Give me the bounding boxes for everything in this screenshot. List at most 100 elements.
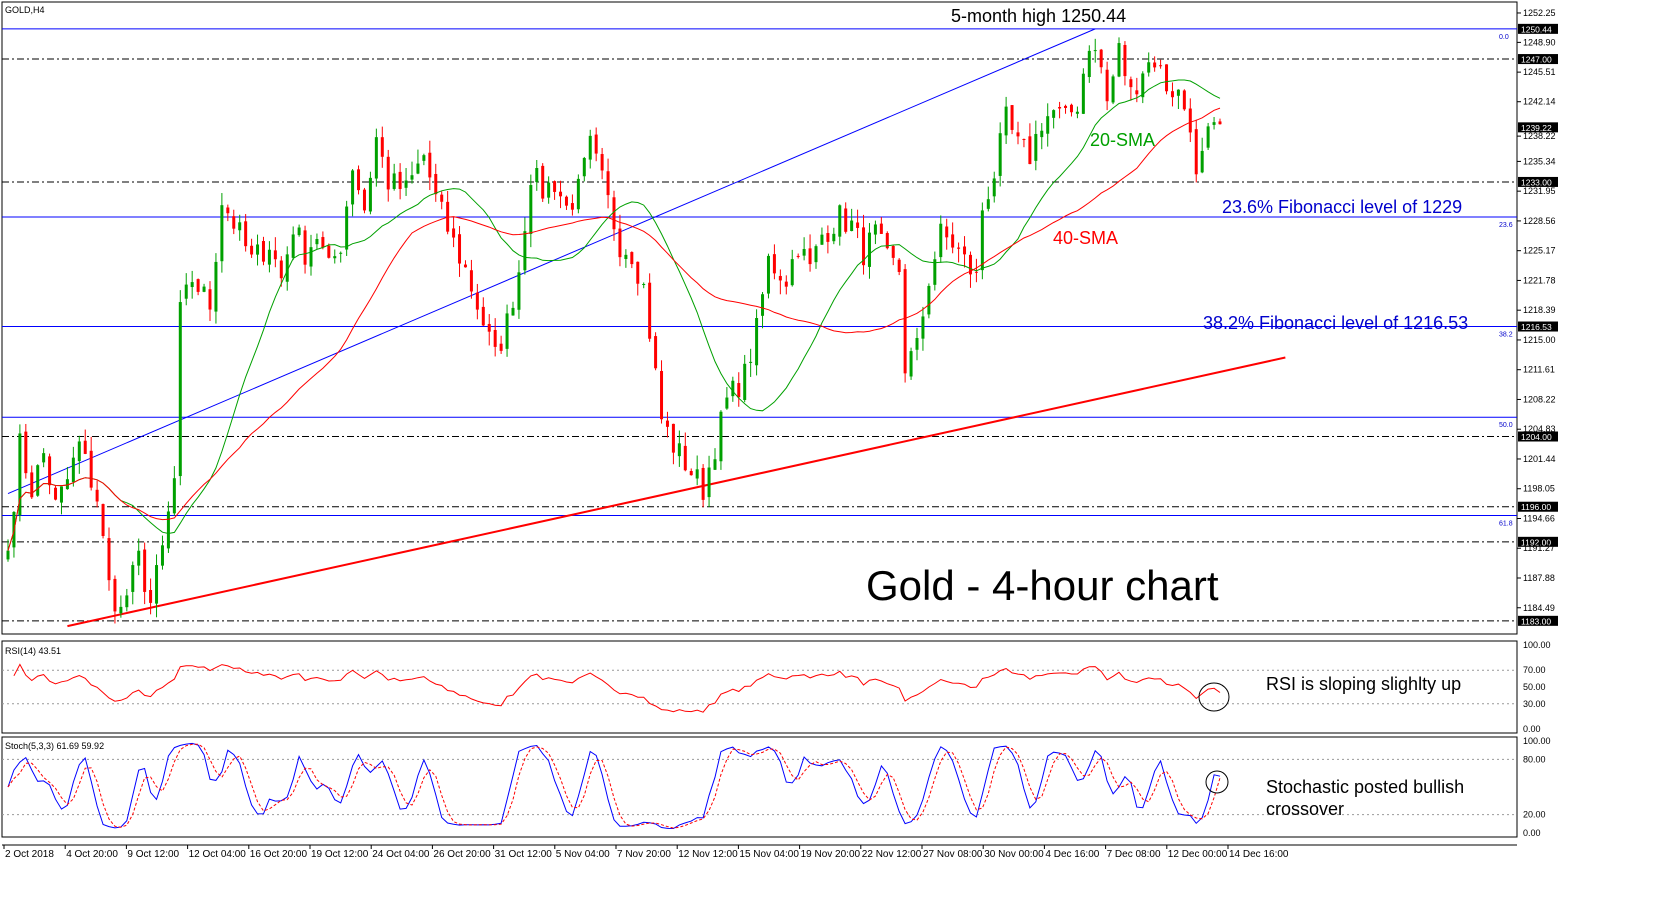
current-price-tag (1518, 122, 1558, 133)
candle-body (1141, 73, 1145, 98)
annotation-fib236: 23.6% Fibonacci level of 1229 (1222, 197, 1462, 217)
candle-body (220, 205, 224, 262)
candle-body (1200, 150, 1204, 173)
candle-body (689, 470, 693, 476)
rsi-panel-label: RSI(14) 43.51 (5, 646, 61, 656)
y-tick-label: 1252.25 (1523, 8, 1556, 18)
annotation-high: 5-month high 1250.44 (951, 6, 1126, 26)
candle-body (957, 247, 961, 249)
candle-body (208, 289, 212, 310)
candle-body (345, 206, 349, 250)
candle-body (1016, 132, 1020, 137)
rsi-highlight-circle (1198, 682, 1230, 712)
candle-body (535, 168, 539, 183)
candle-body (731, 380, 735, 397)
candle-body (386, 156, 390, 190)
rsi-tick-label: 100.00 (1523, 640, 1551, 650)
candle-body (297, 227, 301, 236)
red-support-trend-line (67, 356, 1286, 628)
candle-body (499, 343, 503, 351)
candle-body (665, 420, 669, 427)
candle-body (755, 318, 759, 366)
candles (6, 37, 1222, 624)
candle-body (933, 259, 937, 285)
annotation-fib382: 38.2% Fibonacci level of 1216.53 (1203, 313, 1468, 333)
candle-body (677, 443, 681, 457)
candle-body (1087, 50, 1091, 78)
x-tick-label: 19 Oct 12:00 (311, 849, 369, 860)
candle-body (291, 234, 295, 258)
candle-body (921, 316, 925, 339)
level-price-tag (1518, 536, 1558, 547)
candle-body (475, 292, 479, 310)
candle-body (1052, 110, 1056, 118)
candle-body (422, 155, 426, 161)
candle-body (1105, 69, 1109, 102)
candle-body (172, 478, 176, 514)
candle-body (856, 222, 860, 228)
candle-body (321, 237, 325, 248)
candle-body (968, 254, 972, 275)
candle-body (594, 134, 598, 154)
candle-body (238, 222, 242, 231)
y-tick-label: 1215.00 (1523, 335, 1556, 345)
x-tick-label: 15 Nov 04:00 (739, 849, 799, 860)
candle-body (244, 221, 248, 247)
candle-body (6, 550, 10, 560)
candle-body (1123, 44, 1127, 77)
level-price-tag (1518, 615, 1558, 626)
stoch-tick-label: 100.00 (1523, 736, 1551, 746)
candle-body (143, 549, 147, 592)
candle-body (541, 165, 545, 199)
candle-body (998, 133, 1002, 176)
x-tick-label: 12 Oct 04:00 (189, 849, 247, 860)
candle-body (487, 323, 491, 332)
candle-body (452, 228, 456, 238)
candle-body (1117, 43, 1121, 77)
candle-body (671, 423, 675, 453)
level-price-tag (1518, 431, 1558, 442)
candle-body (559, 191, 563, 197)
candle-body (481, 306, 485, 326)
candle-body (974, 271, 978, 273)
candle-body (77, 441, 81, 462)
candle-body (588, 135, 592, 160)
candle-body (1081, 73, 1085, 114)
annotation-stoch-2: crossover (1266, 799, 1344, 819)
annotation-stoch-1: Stochastic posted bullish (1266, 777, 1464, 797)
candle-body (42, 453, 46, 463)
annotation-rsi: RSI is sloping slighlty up (1266, 674, 1461, 694)
candle-body (24, 431, 28, 474)
x-tick-label: 16 Oct 20:00 (250, 849, 308, 860)
level-price-label: 1233.00 (1521, 177, 1552, 187)
x-tick-label: 12 Dec 00:00 (1168, 849, 1228, 860)
y-tick-label: 1198.05 (1523, 484, 1555, 494)
y-tick-label: 1194.66 (1523, 513, 1555, 523)
candle-body (273, 250, 277, 260)
candle-body (992, 178, 996, 197)
level-price-label: 1204.00 (1521, 432, 1552, 442)
candle-body (1206, 126, 1210, 148)
x-tick-label: 26 Oct 20:00 (433, 849, 491, 860)
y-tick-label: 1201.44 (1523, 454, 1556, 464)
y-tick-label: 1235.34 (1523, 156, 1556, 166)
candle-body (83, 440, 87, 454)
candle-body (166, 511, 170, 549)
candle-body (1022, 139, 1026, 141)
level-price-label: 1247.00 (1521, 55, 1552, 65)
candle-body (826, 233, 830, 242)
candle-body (368, 177, 372, 212)
candle-body (1093, 50, 1097, 52)
horizontal-levels: 1247.00 1233.00 1204.00 1196.00 1192.00 1183.… (2, 54, 1558, 626)
y-tick-label: 1242.14 (1523, 97, 1556, 107)
level-price-label: 1192.00 (1521, 537, 1551, 547)
candle-body (582, 157, 586, 177)
candle-body (927, 285, 931, 315)
candle-body (30, 472, 34, 498)
candle-body (790, 259, 794, 286)
current-price-label: 1239.22 (1521, 123, 1552, 133)
candle-body (725, 397, 729, 409)
candle-body (832, 233, 836, 242)
candle-body (303, 230, 307, 265)
candle-body (440, 194, 444, 202)
